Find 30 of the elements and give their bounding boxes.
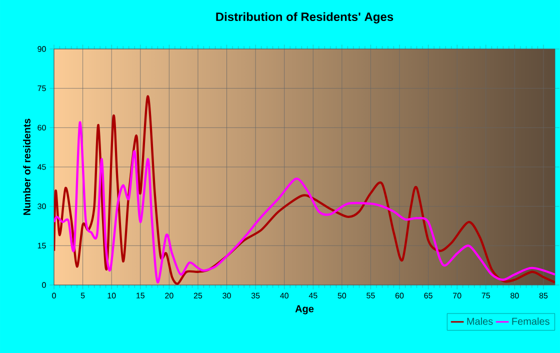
y-tick-label: 45 [38, 164, 46, 170]
x-tick-label: 10 [108, 292, 116, 298]
y-tick-label: 30 [38, 203, 46, 210]
x-tick-label: 60 [395, 292, 404, 298]
x-tick-label: 40 [280, 292, 288, 298]
y-tick-label: 60 [38, 124, 46, 130]
x-tick-label: 50 [338, 292, 346, 298]
x-tick-label: 70 [453, 292, 462, 298]
x-tick-label: 15 [136, 292, 144, 298]
y-tick-label: 0 [42, 282, 46, 288]
x-tick-label: 25 [194, 292, 202, 298]
x-tick-label: 5 [80, 292, 85, 298]
legend-label: Males [467, 318, 493, 325]
x-tick-label: 35 [251, 292, 260, 298]
y-tick-label: 90 [38, 46, 46, 52]
x-tick-label: 55 [366, 292, 375, 298]
y-tick-label: 15 [38, 242, 46, 248]
y-axis-title: Number of residents [23, 118, 30, 215]
x-tick-label: 65 [424, 292, 432, 298]
x-tick-label: 80 [510, 292, 519, 298]
x-tick-label: 30 [222, 292, 231, 298]
x-tick-label: 45 [308, 292, 318, 298]
x-tick-label: 85 [539, 292, 548, 298]
chart-title: Distribution of Residents' Ages [216, 12, 394, 24]
legend-label: Females [512, 318, 550, 325]
x-axis-title: Age [295, 305, 314, 314]
x-tick-label: 0 [52, 292, 56, 298]
x-tick-label: 20 [165, 292, 174, 298]
y-tick-label: 75 [38, 86, 46, 92]
x-tick-label: 75 [482, 292, 490, 298]
